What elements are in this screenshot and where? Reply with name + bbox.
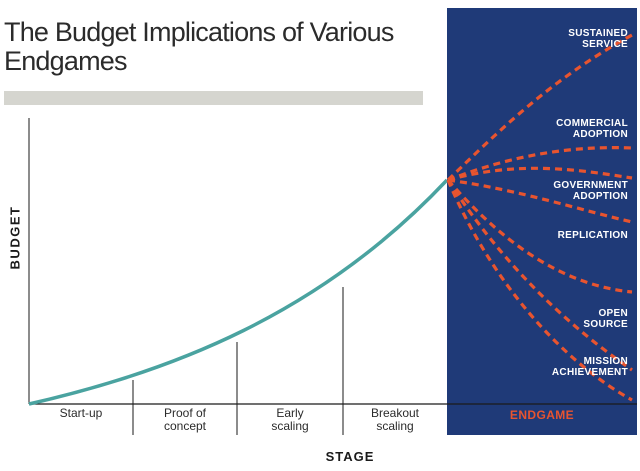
outcome-open-source: OPEN SOURCE: [583, 308, 628, 330]
endgame-label: ENDGAME: [509, 408, 575, 422]
stage-label-breakout-scaling: Breakout scaling: [370, 406, 420, 433]
path-sustained-service: [446, 33, 633, 182]
path-replication: [446, 178, 633, 294]
outcome-replication: REPLICATION: [557, 230, 628, 241]
title-underline-bar: [4, 91, 423, 105]
path-government-adoption-upper: [447, 166, 633, 182]
endgame-paths: [446, 33, 633, 402]
path-government-adoption-lower: [447, 178, 633, 224]
stage-label-start-up: Start-up: [59, 406, 103, 420]
budget-curve: [28, 178, 449, 406]
outcome-mission-achievement: MISSION ACHIEVEMENT: [551, 356, 628, 378]
stage-label-proof-of-concept: Proof of concept: [163, 406, 207, 433]
path-open-source: [446, 179, 633, 372]
outcome-commercial-adoption: COMMERCIAL ADOPTION: [556, 118, 628, 140]
outcome-sustained-service: SUSTAINED SERVICE: [568, 28, 628, 50]
x-axis-label: STAGE: [325, 449, 375, 464]
path-mission-achievement: [446, 179, 633, 402]
stage-label-early-scaling: Early scaling: [271, 406, 309, 433]
endgame-label-cell: [447, 404, 637, 435]
page-title: The Budget Implications of Various Endga…: [4, 17, 394, 76]
endgame-panel: [447, 8, 637, 404]
y-axis-label: BUDGET: [7, 205, 23, 270]
path-commercial-adoption: [447, 146, 633, 182]
outcome-government-adoption: GOVERNMENT ADOPTION: [553, 180, 628, 202]
